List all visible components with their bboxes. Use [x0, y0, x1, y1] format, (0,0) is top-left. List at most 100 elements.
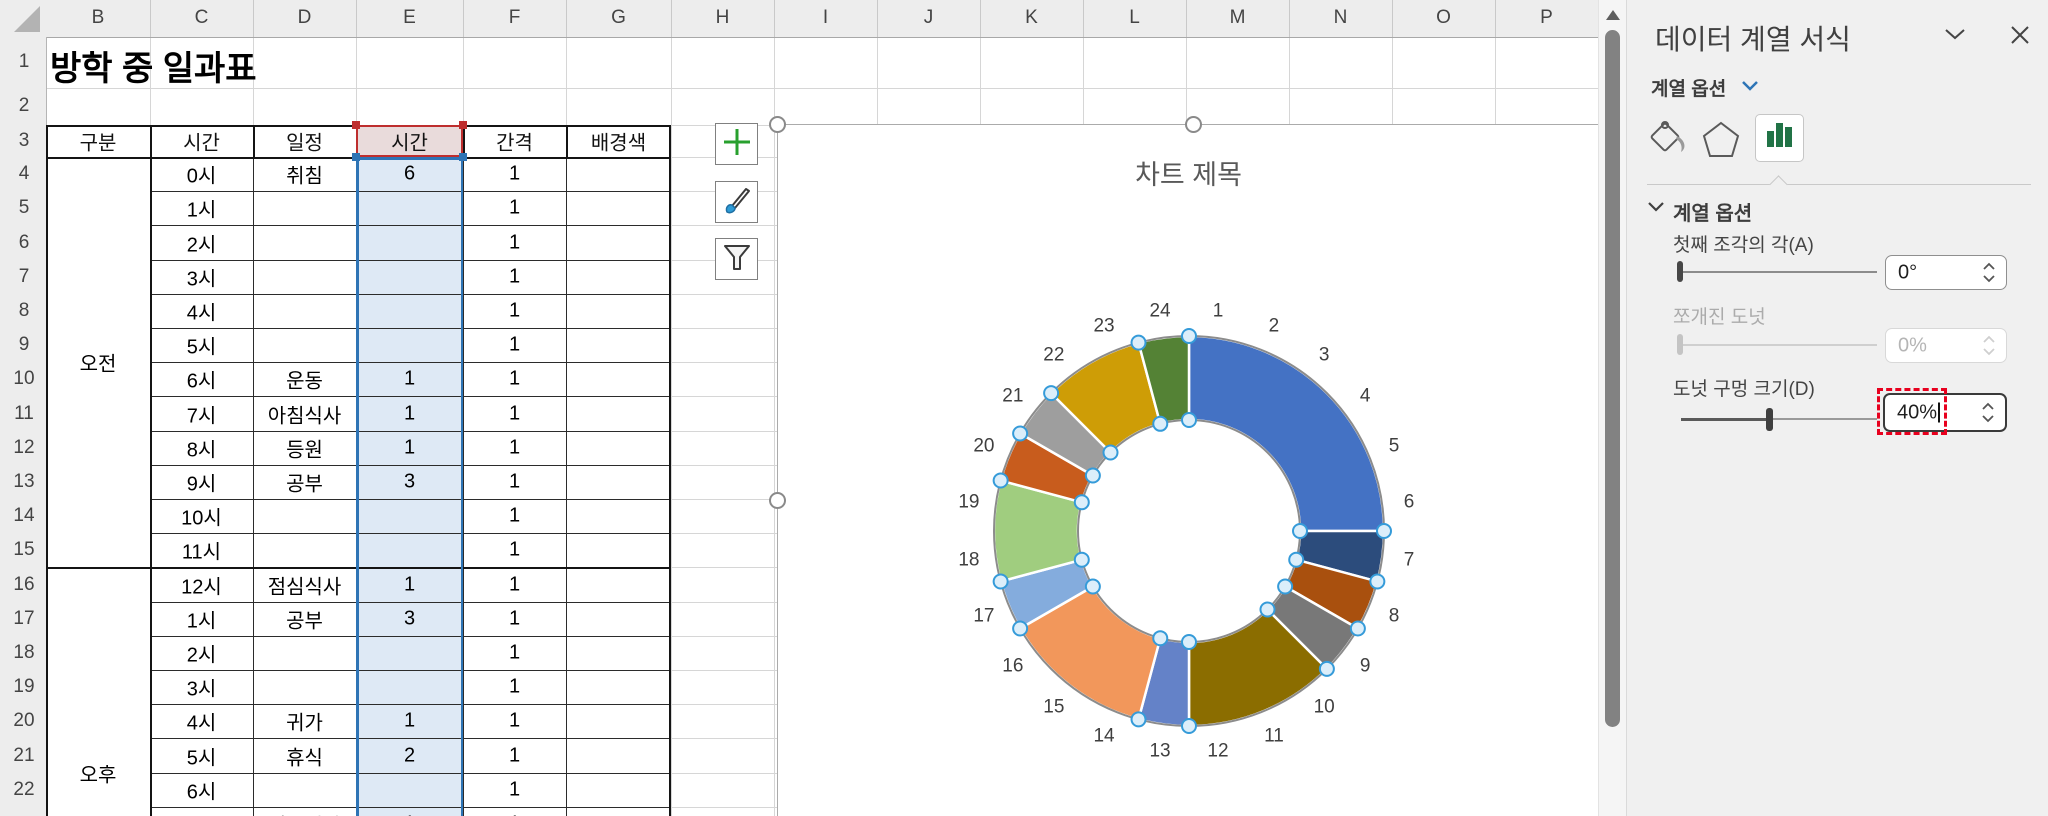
- datapoint-handle[interactable]: [1376, 523, 1392, 539]
- cell-gap[interactable]: 1: [508, 402, 521, 424]
- column-header-C[interactable]: C: [194, 7, 209, 28]
- cell-activity[interactable]: 귀가: [286, 712, 323, 735]
- cell-time[interactable]: 3시: [186, 268, 217, 291]
- doughnut-hole-slider-thumb[interactable]: [1766, 408, 1773, 431]
- datapoint-handle[interactable]: [1349, 620, 1366, 637]
- schedule-table[interactable]: 구분 시간 일정 시간 간격 배경색 0시 취침 6 1 1시 1 2시 1 3시 1 4시 1 5시 1 6시 운동 1 1…: [46, 121, 671, 816]
- row-header-7[interactable]: 7: [18, 265, 30, 287]
- doughnut-hole-size-value[interactable]: 40%: [1897, 401, 1938, 423]
- cell-time[interactable]: 8시: [186, 439, 217, 462]
- cell-activity[interactable]: 점심식사: [267, 576, 342, 598]
- cell-hours[interactable]: 1: [403, 402, 416, 424]
- cell-hours[interactable]: 1: [403, 573, 416, 595]
- datapoint-handle[interactable]: [1073, 551, 1090, 568]
- row-header-2[interactable]: 2: [18, 95, 30, 116]
- tab-series-options[interactable]: [1755, 114, 1804, 162]
- chart-handle-topleft[interactable]: [769, 116, 786, 133]
- range-handle-red[interactable]: [459, 121, 467, 129]
- cell-gap[interactable]: 1: [508, 231, 521, 253]
- cell-time[interactable]: 6시: [186, 370, 217, 393]
- cell-hours[interactable]: 1: [403, 436, 416, 459]
- cell-gap[interactable]: 1: [508, 573, 521, 595]
- row-header-10[interactable]: 10: [13, 368, 35, 390]
- chevron-down-icon[interactable]: [1647, 200, 1665, 219]
- cell-gap[interactable]: 1: [508, 607, 521, 630]
- datapoint-handle[interactable]: [1012, 620, 1029, 637]
- datapoint-handle[interactable]: [992, 573, 1009, 590]
- row-header-22[interactable]: 22: [13, 778, 35, 800]
- vertical-scrollbar[interactable]: [1598, 0, 1627, 816]
- row-header-12[interactable]: 12: [13, 436, 35, 458]
- row-number-gutter[interactable]: 1 2 3 4 5 6 7 8 9 10 11 12 13 14 15 16 17 18 19 20 21 22: [0, 37, 47, 816]
- cell-time[interactable]: 7시: [187, 809, 217, 816]
- datapoint-handle[interactable]: [1130, 334, 1147, 351]
- cell-hours[interactable]: 1: [404, 812, 415, 816]
- cell-time[interactable]: 6시: [186, 781, 217, 804]
- cell-gap[interactable]: 1: [508, 367, 521, 390]
- series-options-dropdown[interactable]: 계열 옵션: [1651, 79, 1727, 100]
- chart-styles-button[interactable]: [715, 181, 758, 223]
- datapoint-handle[interactable]: [1181, 634, 1197, 650]
- group-cell-pm[interactable]: 오후: [79, 764, 117, 787]
- cell-gap[interactable]: 1: [508, 470, 521, 493]
- cell-gap[interactable]: 1: [508, 641, 521, 664]
- chevron-down-icon[interactable]: [1943, 26, 1967, 47]
- cell-time[interactable]: 4시: [186, 302, 217, 325]
- table-header-cell[interactable]: 배경색: [590, 132, 647, 155]
- donut-slice-취침[interactable]: [1187, 334, 1386, 533]
- row-header-1[interactable]: 1: [18, 51, 30, 72]
- column-header-D[interactable]: D: [297, 7, 312, 28]
- datapoint-handle[interactable]: [1318, 660, 1335, 677]
- cell-activity[interactable]: 취침: [286, 165, 323, 188]
- datapoint-handle[interactable]: [1369, 573, 1386, 590]
- cell-gap[interactable]: 1: [508, 709, 521, 732]
- row-header-4[interactable]: 4: [18, 163, 30, 185]
- row-header-6[interactable]: 6: [18, 231, 30, 253]
- table-header-cell[interactable]: 일정: [286, 132, 323, 155]
- datapoint-handle[interactable]: [1152, 415, 1169, 432]
- doughnut-hole-slider-right[interactable]: [1770, 418, 1877, 420]
- datapoint-handle[interactable]: [1073, 494, 1090, 511]
- row-header-21[interactable]: 21: [13, 744, 35, 766]
- cell-time[interactable]: 10시: [181, 507, 222, 530]
- range-handle-blue[interactable]: [459, 153, 467, 161]
- cell-time[interactable]: 5시: [186, 747, 217, 769]
- row-header-18[interactable]: 18: [13, 641, 35, 663]
- datapoint-handle[interactable]: [1181, 718, 1197, 734]
- cell-hours[interactable]: 3: [403, 470, 416, 493]
- datapoint-handle[interactable]: [1288, 551, 1305, 568]
- datapoint-handle[interactable]: [1277, 578, 1294, 595]
- row-header-19[interactable]: 19: [13, 676, 35, 698]
- column-header-H[interactable]: H: [715, 7, 730, 28]
- datapoint-handle[interactable]: [1084, 467, 1101, 484]
- row-header-14[interactable]: 14: [13, 505, 35, 527]
- column-header-strip[interactable]: B C D E F G H I J K L M N O P: [0, 0, 1598, 38]
- row-header-13[interactable]: 13: [13, 470, 35, 492]
- datapoint-handle[interactable]: [1152, 630, 1169, 647]
- cell-time[interactable]: 11시: [181, 541, 222, 564]
- column-header-F[interactable]: F: [508, 7, 521, 28]
- cell-time[interactable]: 0시: [186, 165, 217, 188]
- column-header-L[interactable]: L: [1129, 7, 1140, 28]
- first-slice-angle-value[interactable]: 0°: [1898, 261, 1918, 283]
- cell-activity[interactable]: 운동: [286, 370, 323, 393]
- table-header-cell[interactable]: 간격: [496, 132, 533, 155]
- cell-hours[interactable]: 3: [403, 607, 416, 630]
- group-cell-am[interactable]: 오전: [79, 353, 117, 376]
- cell-gap[interactable]: 1: [508, 265, 521, 288]
- cell-time[interactable]: 9시: [186, 473, 217, 496]
- datapoint-handle[interactable]: [992, 472, 1009, 489]
- cell-hours[interactable]: 1: [403, 367, 416, 390]
- cell-hours[interactable]: 1: [403, 709, 416, 732]
- cell-hours[interactable]: 6: [403, 162, 416, 185]
- series-options-section[interactable]: 계열 옵션: [1673, 203, 1753, 225]
- column-header-P[interactable]: P: [1540, 7, 1553, 28]
- doughnut-hole-slider-left[interactable]: [1681, 418, 1770, 421]
- cell-time[interactable]: 3시: [186, 678, 217, 701]
- column-header-O[interactable]: O: [1436, 7, 1451, 28]
- chevron-down-blue-icon[interactable]: [1741, 79, 1759, 97]
- row-header-17[interactable]: 17: [13, 607, 35, 629]
- cell-gap[interactable]: 1: [508, 675, 521, 698]
- spin-down-icon[interactable]: [1982, 274, 1996, 283]
- cell-activity[interactable]: 휴식: [286, 747, 323, 769]
